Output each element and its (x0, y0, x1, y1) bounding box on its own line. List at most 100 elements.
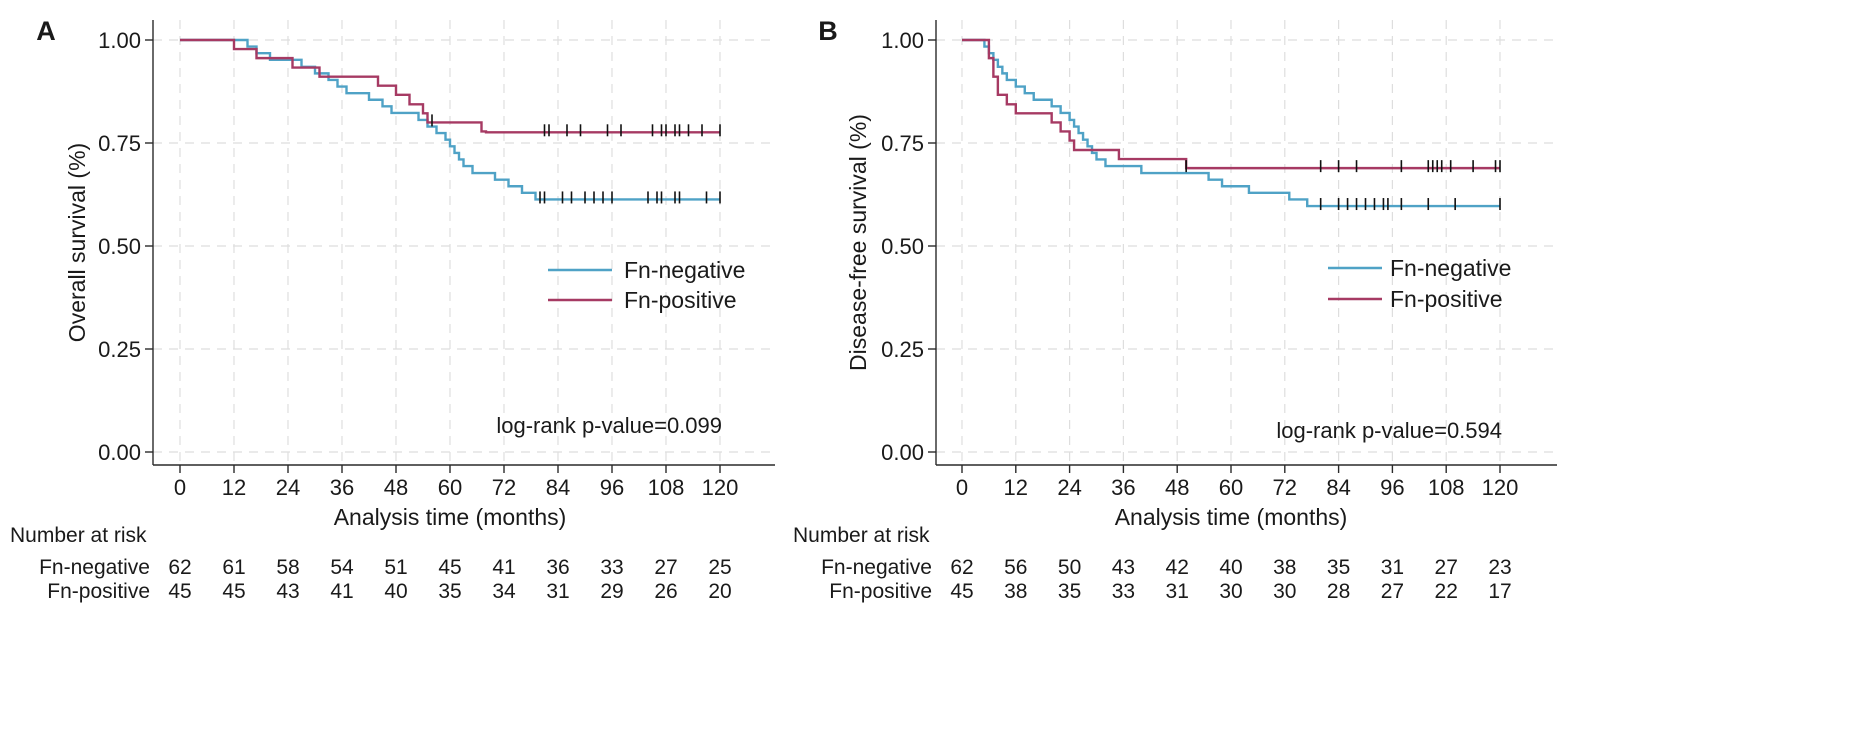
y-tick-label: 0.25 (881, 337, 924, 362)
risk-cell: 38 (1004, 580, 1027, 603)
x-tick-label: 72 (1273, 475, 1297, 500)
risk-cell: 42 (1166, 556, 1189, 579)
risk-cell: 41 (492, 556, 515, 579)
risk-cell: 31 (546, 580, 569, 603)
risk-cell: 29 (600, 580, 623, 603)
risk-cell: 26 (654, 580, 677, 603)
risk-cell: 27 (1435, 556, 1458, 579)
pvalue-annotation: log-rank p-value=0.594 (1276, 418, 1502, 443)
risk-cell: 20 (708, 580, 731, 603)
x-tick-label: 12 (222, 475, 246, 500)
x-tick-label: 24 (276, 475, 300, 500)
risk-cell: 17 (1488, 580, 1511, 603)
x-tick-label: 48 (1165, 475, 1189, 500)
risk-cell: 45 (222, 580, 245, 603)
x-axis-title: Analysis time (months) (1115, 504, 1348, 530)
y-tick-label: 0.00 (98, 440, 141, 465)
legend-label: Fn-positive (1390, 286, 1502, 312)
x-tick-label: 120 (1482, 475, 1519, 500)
panel-b: 0.00 0.25 0.50 0.75 1.00 0 12 24 36 48 60 72 84 96 108… (793, 16, 1557, 603)
x-tick-label: 0 (956, 475, 968, 500)
risk-cell: 45 (438, 556, 461, 579)
risk-cell: 58 (276, 556, 299, 579)
y-tick-label: 0.50 (881, 234, 924, 259)
x-tick-label: 60 (1219, 475, 1243, 500)
y-axis-title: Overall survival (%) (64, 143, 90, 342)
survival-curve-fn-positive (180, 38, 720, 134)
x-axis-title: Analysis time (months) (334, 504, 567, 530)
panel-label: B (818, 16, 838, 46)
survival-curve-fn-positive (962, 38, 1500, 170)
risk-cell: 33 (1112, 580, 1135, 603)
y-tick-label: 0.75 (98, 131, 141, 156)
x-tick-label: 0 (174, 475, 186, 500)
risk-cell: 43 (276, 580, 299, 603)
risk-cell: 62 (168, 556, 191, 579)
x-tick-label: 48 (384, 475, 408, 500)
risk-cell: 45 (168, 580, 191, 603)
x-tick-label: 84 (1326, 475, 1350, 500)
x-tick-label: 96 (600, 475, 624, 500)
x-tick-label: 12 (1004, 475, 1028, 500)
survival-curve-fn-negative (962, 38, 1500, 208)
y-tick-label: 0.50 (98, 234, 141, 259)
risk-cell: 31 (1381, 556, 1404, 579)
risk-cell: 35 (438, 580, 461, 603)
panel-label: A (36, 16, 56, 46)
risk-cell: 30 (1273, 580, 1296, 603)
legend-label: Fn-negative (1390, 255, 1511, 281)
x-tick-label: 36 (1111, 475, 1135, 500)
y-tick-label: 0.75 (881, 131, 924, 156)
risk-cell: 50 (1058, 556, 1081, 579)
risk-cell: 27 (654, 556, 677, 579)
risk-cell: 22 (1435, 580, 1458, 603)
risk-cell: 36 (546, 556, 569, 579)
risk-cell: 62 (950, 556, 973, 579)
x-tick-label: 72 (492, 475, 516, 500)
x-tick-label: 108 (648, 475, 685, 500)
risk-cell: 25 (708, 556, 731, 579)
y-tick-label: 0.00 (881, 440, 924, 465)
risk-row-label: Fn-positive (47, 580, 150, 603)
x-tick-label: 24 (1057, 475, 1081, 500)
y-tick-label: 1.00 (881, 28, 924, 53)
risk-cell: 40 (384, 580, 407, 603)
x-tick-label: 120 (702, 475, 739, 500)
y-tick-label: 1.00 (98, 28, 141, 53)
risk-table-title: Number at risk (10, 524, 147, 547)
risk-cell: 54 (330, 556, 354, 579)
y-tick-label: 0.25 (98, 337, 141, 362)
risk-cell: 30 (1219, 580, 1242, 603)
x-tick-label: 36 (330, 475, 354, 500)
risk-cell: 61 (222, 556, 245, 579)
x-tick-label: 84 (546, 475, 570, 500)
risk-row-label: Fn-negative (821, 556, 932, 579)
risk-cell: 43 (1112, 556, 1135, 579)
risk-cell: 51 (384, 556, 407, 579)
risk-cell: 35 (1058, 580, 1081, 603)
pvalue-annotation: log-rank p-value=0.099 (496, 413, 722, 438)
risk-cell: 45 (950, 580, 973, 603)
risk-cell: 28 (1327, 580, 1350, 603)
risk-cell: 27 (1381, 580, 1404, 603)
risk-cell: 23 (1488, 556, 1511, 579)
risk-cell: 38 (1273, 556, 1296, 579)
y-axis-title: Disease-free survival (%) (845, 114, 871, 371)
risk-cell: 33 (600, 556, 623, 579)
x-tick-label: 60 (438, 475, 462, 500)
x-tick-label: 108 (1428, 475, 1465, 500)
risk-cell: 40 (1219, 556, 1242, 579)
risk-cell: 35 (1327, 556, 1350, 579)
legend-label: Fn-negative (624, 257, 745, 283)
risk-row-label: Fn-negative (39, 556, 150, 579)
x-tick-label: 96 (1380, 475, 1404, 500)
risk-cell: 56 (1004, 556, 1027, 579)
risk-cell: 34 (492, 580, 516, 603)
risk-row-label: Fn-positive (829, 580, 932, 603)
panel-a: 0.00 0.25 0.50 0.75 1.00 0 12 24 36 48 60 72 84 96 108… (10, 16, 775, 603)
risk-cell: 31 (1166, 580, 1189, 603)
risk-table-title: Number at risk (793, 524, 930, 547)
legend-label: Fn-positive (624, 287, 736, 313)
